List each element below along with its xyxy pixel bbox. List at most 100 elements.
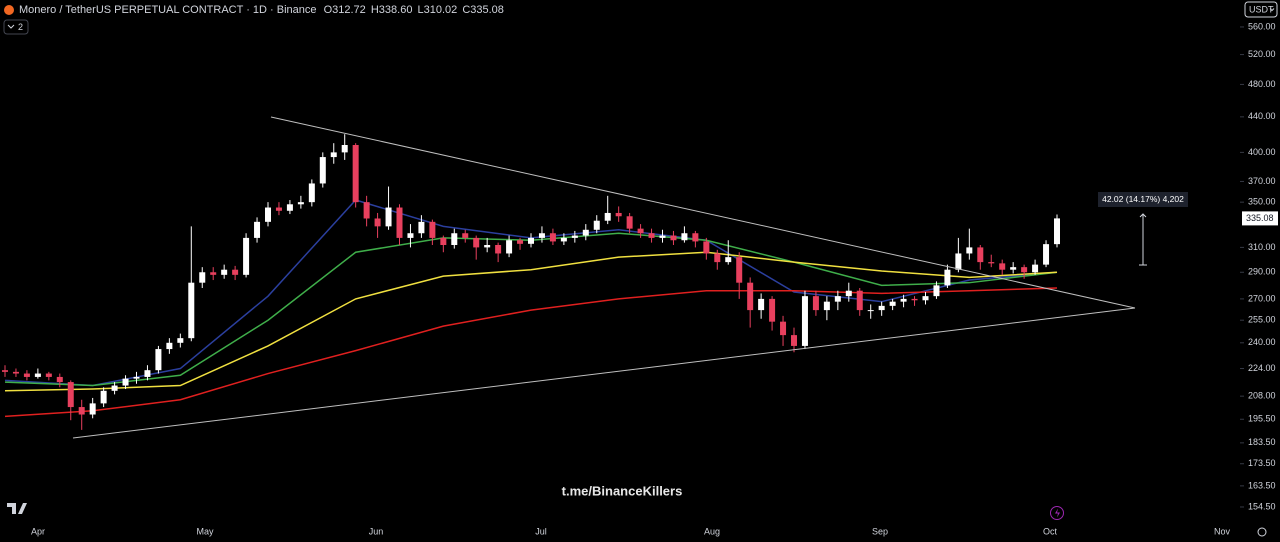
candle-body bbox=[385, 207, 392, 227]
candle-body bbox=[780, 321, 787, 336]
x-tick-label: Jun bbox=[369, 526, 384, 536]
candle-body bbox=[462, 233, 469, 238]
event-icon[interactable] bbox=[1050, 506, 1064, 520]
candle-body bbox=[812, 296, 819, 311]
candle-body bbox=[352, 145, 359, 203]
x-tick-label: Oct bbox=[1043, 526, 1058, 536]
tv-logo bbox=[7, 503, 27, 514]
y-tick-label: 480.00 bbox=[1248, 79, 1276, 89]
candle-body bbox=[1032, 264, 1039, 273]
x-tick-label: Apr bbox=[31, 526, 45, 536]
x-tick-label: Jul bbox=[535, 526, 547, 536]
ma-line bbox=[4, 251, 1058, 392]
indicator-button[interactable] bbox=[3, 19, 29, 35]
trendline-upper bbox=[270, 116, 1136, 309]
trendline-lower bbox=[72, 307, 1136, 439]
candle-body bbox=[12, 371, 19, 374]
candle-body bbox=[692, 233, 699, 242]
candle-body bbox=[856, 290, 863, 311]
candle-body bbox=[593, 220, 600, 230]
close: C335.08 bbox=[462, 4, 504, 16]
y-tick-label: 400.00 bbox=[1248, 147, 1276, 157]
settings-icon[interactable] bbox=[1257, 527, 1267, 537]
last-price-box bbox=[1242, 211, 1278, 226]
candle-body bbox=[769, 298, 776, 322]
y-tick-label: 163.50 bbox=[1248, 480, 1276, 490]
ma-line bbox=[4, 287, 1058, 418]
candle-body bbox=[1021, 267, 1028, 273]
y-tick-label: 255.00 bbox=[1248, 315, 1276, 325]
candle-body bbox=[1043, 244, 1050, 265]
watermark: t.me/BinanceKillers bbox=[562, 483, 683, 498]
chevron bbox=[1269, 8, 1275, 12]
candle-body bbox=[714, 253, 721, 263]
candle-body bbox=[67, 382, 74, 408]
candle-body bbox=[23, 373, 30, 377]
candle-body bbox=[571, 235, 578, 238]
y-tick-label: 560.00 bbox=[1248, 21, 1276, 31]
candle-body bbox=[944, 269, 951, 286]
candle-body bbox=[988, 262, 995, 264]
y-tick-label: 270.00 bbox=[1248, 293, 1276, 303]
candle-body bbox=[604, 212, 611, 221]
candle-body bbox=[89, 403, 96, 415]
candle-body bbox=[111, 385, 118, 391]
candle-body bbox=[254, 221, 261, 238]
open: O312.72 bbox=[324, 4, 366, 16]
currency-selector[interactable]: USDT bbox=[1244, 1, 1278, 18]
candle-body bbox=[703, 241, 710, 254]
candle-body bbox=[538, 233, 545, 238]
candle-body bbox=[2, 370, 8, 372]
candle-body bbox=[122, 378, 129, 386]
indicator-toggle[interactable]: 2 bbox=[3, 19, 29, 35]
candle-body bbox=[319, 157, 326, 184]
candle-body bbox=[495, 245, 502, 254]
candle-body bbox=[286, 204, 293, 211]
y-tick-label: 224.00 bbox=[1248, 363, 1276, 373]
measure-box bbox=[1098, 192, 1188, 207]
candle-body bbox=[725, 257, 732, 263]
candle-body bbox=[834, 296, 841, 302]
x-tick-label: Aug bbox=[704, 526, 720, 536]
y-tick-label: 290.00 bbox=[1248, 267, 1276, 277]
candle-body bbox=[78, 407, 85, 415]
candle-body bbox=[275, 207, 282, 211]
candle-body bbox=[736, 257, 743, 283]
candle-body bbox=[637, 228, 644, 234]
plot bbox=[2, 134, 1060, 430]
candle-body bbox=[341, 145, 348, 153]
currency-button[interactable] bbox=[1244, 1, 1278, 18]
candle-body bbox=[232, 269, 239, 275]
y-tick-label: 195.50 bbox=[1248, 414, 1276, 424]
candle-body bbox=[188, 282, 195, 339]
candle-body bbox=[418, 221, 425, 234]
candle-body bbox=[922, 296, 929, 301]
candle-body bbox=[681, 233, 688, 241]
candle-body bbox=[878, 305, 885, 311]
measure-arrowhead bbox=[1139, 213, 1147, 218]
candle-body bbox=[221, 269, 228, 275]
y-tick-label: 208.00 bbox=[1248, 391, 1276, 401]
currency: USDT bbox=[1249, 4, 1274, 14]
candle-body bbox=[933, 285, 940, 297]
candle-body bbox=[889, 301, 896, 306]
indicator-count: 2 bbox=[18, 22, 23, 32]
candle-body bbox=[747, 282, 754, 311]
candle-body bbox=[791, 335, 797, 346]
candle-body bbox=[823, 301, 830, 311]
high: H338.60 bbox=[371, 4, 413, 16]
candle-body bbox=[900, 298, 907, 302]
coin-icon bbox=[4, 5, 14, 15]
candle-body bbox=[177, 338, 184, 343]
candle-body bbox=[45, 373, 52, 377]
candle-body bbox=[560, 237, 567, 242]
x-tick-label: Nov bbox=[1214, 526, 1231, 536]
candle-body bbox=[330, 152, 337, 158]
candle-body bbox=[484, 245, 491, 248]
candle-body bbox=[549, 233, 556, 242]
candle-body bbox=[911, 298, 918, 301]
chevron bbox=[7, 24, 15, 29]
